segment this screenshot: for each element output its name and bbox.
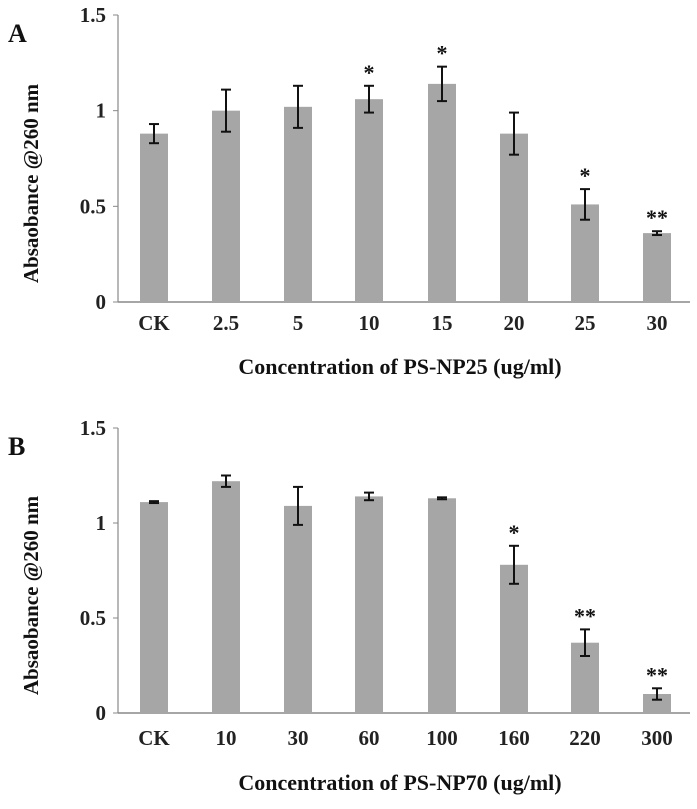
significance-marker: * [580,163,591,188]
significance-marker: ** [646,662,668,687]
chart-panel-b: B 0 0.5 1 1.5 CK 10 30 60 100 * 160 ** 220 ** 300 Concen… [8,416,690,795]
bar [643,233,671,302]
bar [212,110,240,303]
bar [140,133,168,302]
x-tick-label: CK [138,726,170,750]
x-tick-label: 15 [432,311,453,335]
y-axis-title: Absaobance @260 nm [19,495,43,695]
bar [500,133,528,302]
bar [284,505,312,713]
significance-marker: * [364,60,375,85]
y-tick-label: 1.5 [80,3,106,27]
y-tick-label: 0 [96,701,107,725]
x-tick-label: 5 [293,311,304,335]
y-tick-label: 0 [96,290,107,314]
x-axis-title: Concentration of PS-NP70 (ug/ml) [238,770,561,795]
y-tick-label: 0.5 [80,194,106,218]
x-tick-label: 25 [575,311,596,335]
y-axis-title: Absaobance @260 nm [19,83,43,283]
bar [140,502,168,713]
bar [500,564,528,713]
x-tick-label: 2.5 [213,311,239,335]
x-tick-label: 220 [569,726,601,750]
x-tick-label: 30 [288,726,309,750]
bar [428,498,456,713]
bar [284,106,312,302]
x-tick-label: 160 [498,726,530,750]
x-tick-label: 300 [641,726,673,750]
significance-marker: * [437,41,448,66]
significance-marker: ** [646,205,668,230]
panel-label: B [8,432,25,461]
x-tick-label: CK [138,311,170,335]
x-tick-label: 10 [216,726,237,750]
significance-marker: * [509,520,520,545]
y-tick-label: 1.5 [80,416,106,440]
x-tick-label: 60 [359,726,380,750]
significance-marker: ** [574,603,596,628]
chart-panel-a: A 0 0.5 1 1.5 CK 2.5 5 * 10 * 15 20 * 25 ** 30 Concentrat… [8,3,690,379]
x-tick-label: 30 [647,311,668,335]
y-tick-label: 1 [96,99,107,123]
bar [643,694,671,713]
y-tick-label: 1 [96,511,107,535]
bar [428,83,456,302]
panel-label: A [8,19,27,48]
x-tick-label: 100 [426,726,458,750]
bar [355,99,383,302]
x-tick-label: 20 [504,311,525,335]
bar [212,481,240,713]
bar [355,496,383,713]
x-axis-title: Concentration of PS-NP25 (ug/ml) [238,354,561,379]
y-tick-label: 0.5 [80,606,106,630]
x-tick-label: 10 [359,311,380,335]
